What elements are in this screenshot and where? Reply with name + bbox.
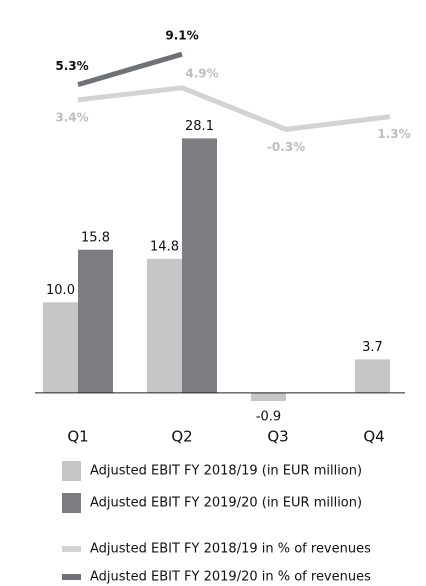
bar-value-label: -0.9	[256, 410, 281, 425]
bar-value-label: 15.8	[81, 230, 110, 245]
bar	[251, 392, 286, 402]
line	[77, 85, 391, 132]
bar	[147, 258, 182, 393]
x-tick-label: Q3	[267, 428, 288, 446]
x-tick-label: Q1	[67, 428, 88, 446]
legend-label: Adjusted EBIT FY 2019/20 (in EUR million…	[90, 496, 362, 511]
bar	[182, 138, 217, 393]
legend-label: Adjusted EBIT FY 2018/19 in % of revenue…	[90, 542, 371, 557]
legend-label: Adjusted EBIT FY 2019/20 in % of revenue…	[90, 570, 371, 585]
line-value-label: 9.1%	[165, 29, 198, 43]
line	[77, 51, 183, 87]
bar	[78, 249, 113, 393]
bar-value-label: 10.0	[46, 283, 75, 298]
legend: Adjusted EBIT FY 2018/19 (in EUR million…	[62, 461, 371, 585]
bar	[355, 359, 390, 393]
line-value-label: 5.3%	[55, 59, 88, 73]
bar-value-label: 3.7	[362, 340, 383, 355]
line-value-label: 3.4%	[55, 110, 88, 124]
line-value-label: 1.3%	[377, 127, 410, 141]
legend-label: Adjusted EBIT FY 2018/19 (in EUR million…	[90, 464, 362, 479]
bar-value-label: 14.8	[150, 239, 179, 254]
legend-swatch	[62, 574, 81, 580]
bar	[43, 302, 78, 393]
line-value-label: 4.9%	[185, 66, 218, 80]
line-value-label: -0.3%	[267, 140, 305, 154]
legend-swatch	[62, 493, 81, 513]
legend-swatch	[62, 546, 81, 552]
x-tick-label: Q4	[363, 428, 384, 446]
bar-value-label: 28.1	[185, 119, 214, 134]
legend-swatch	[62, 461, 81, 481]
x-tick-label: Q2	[171, 428, 192, 446]
